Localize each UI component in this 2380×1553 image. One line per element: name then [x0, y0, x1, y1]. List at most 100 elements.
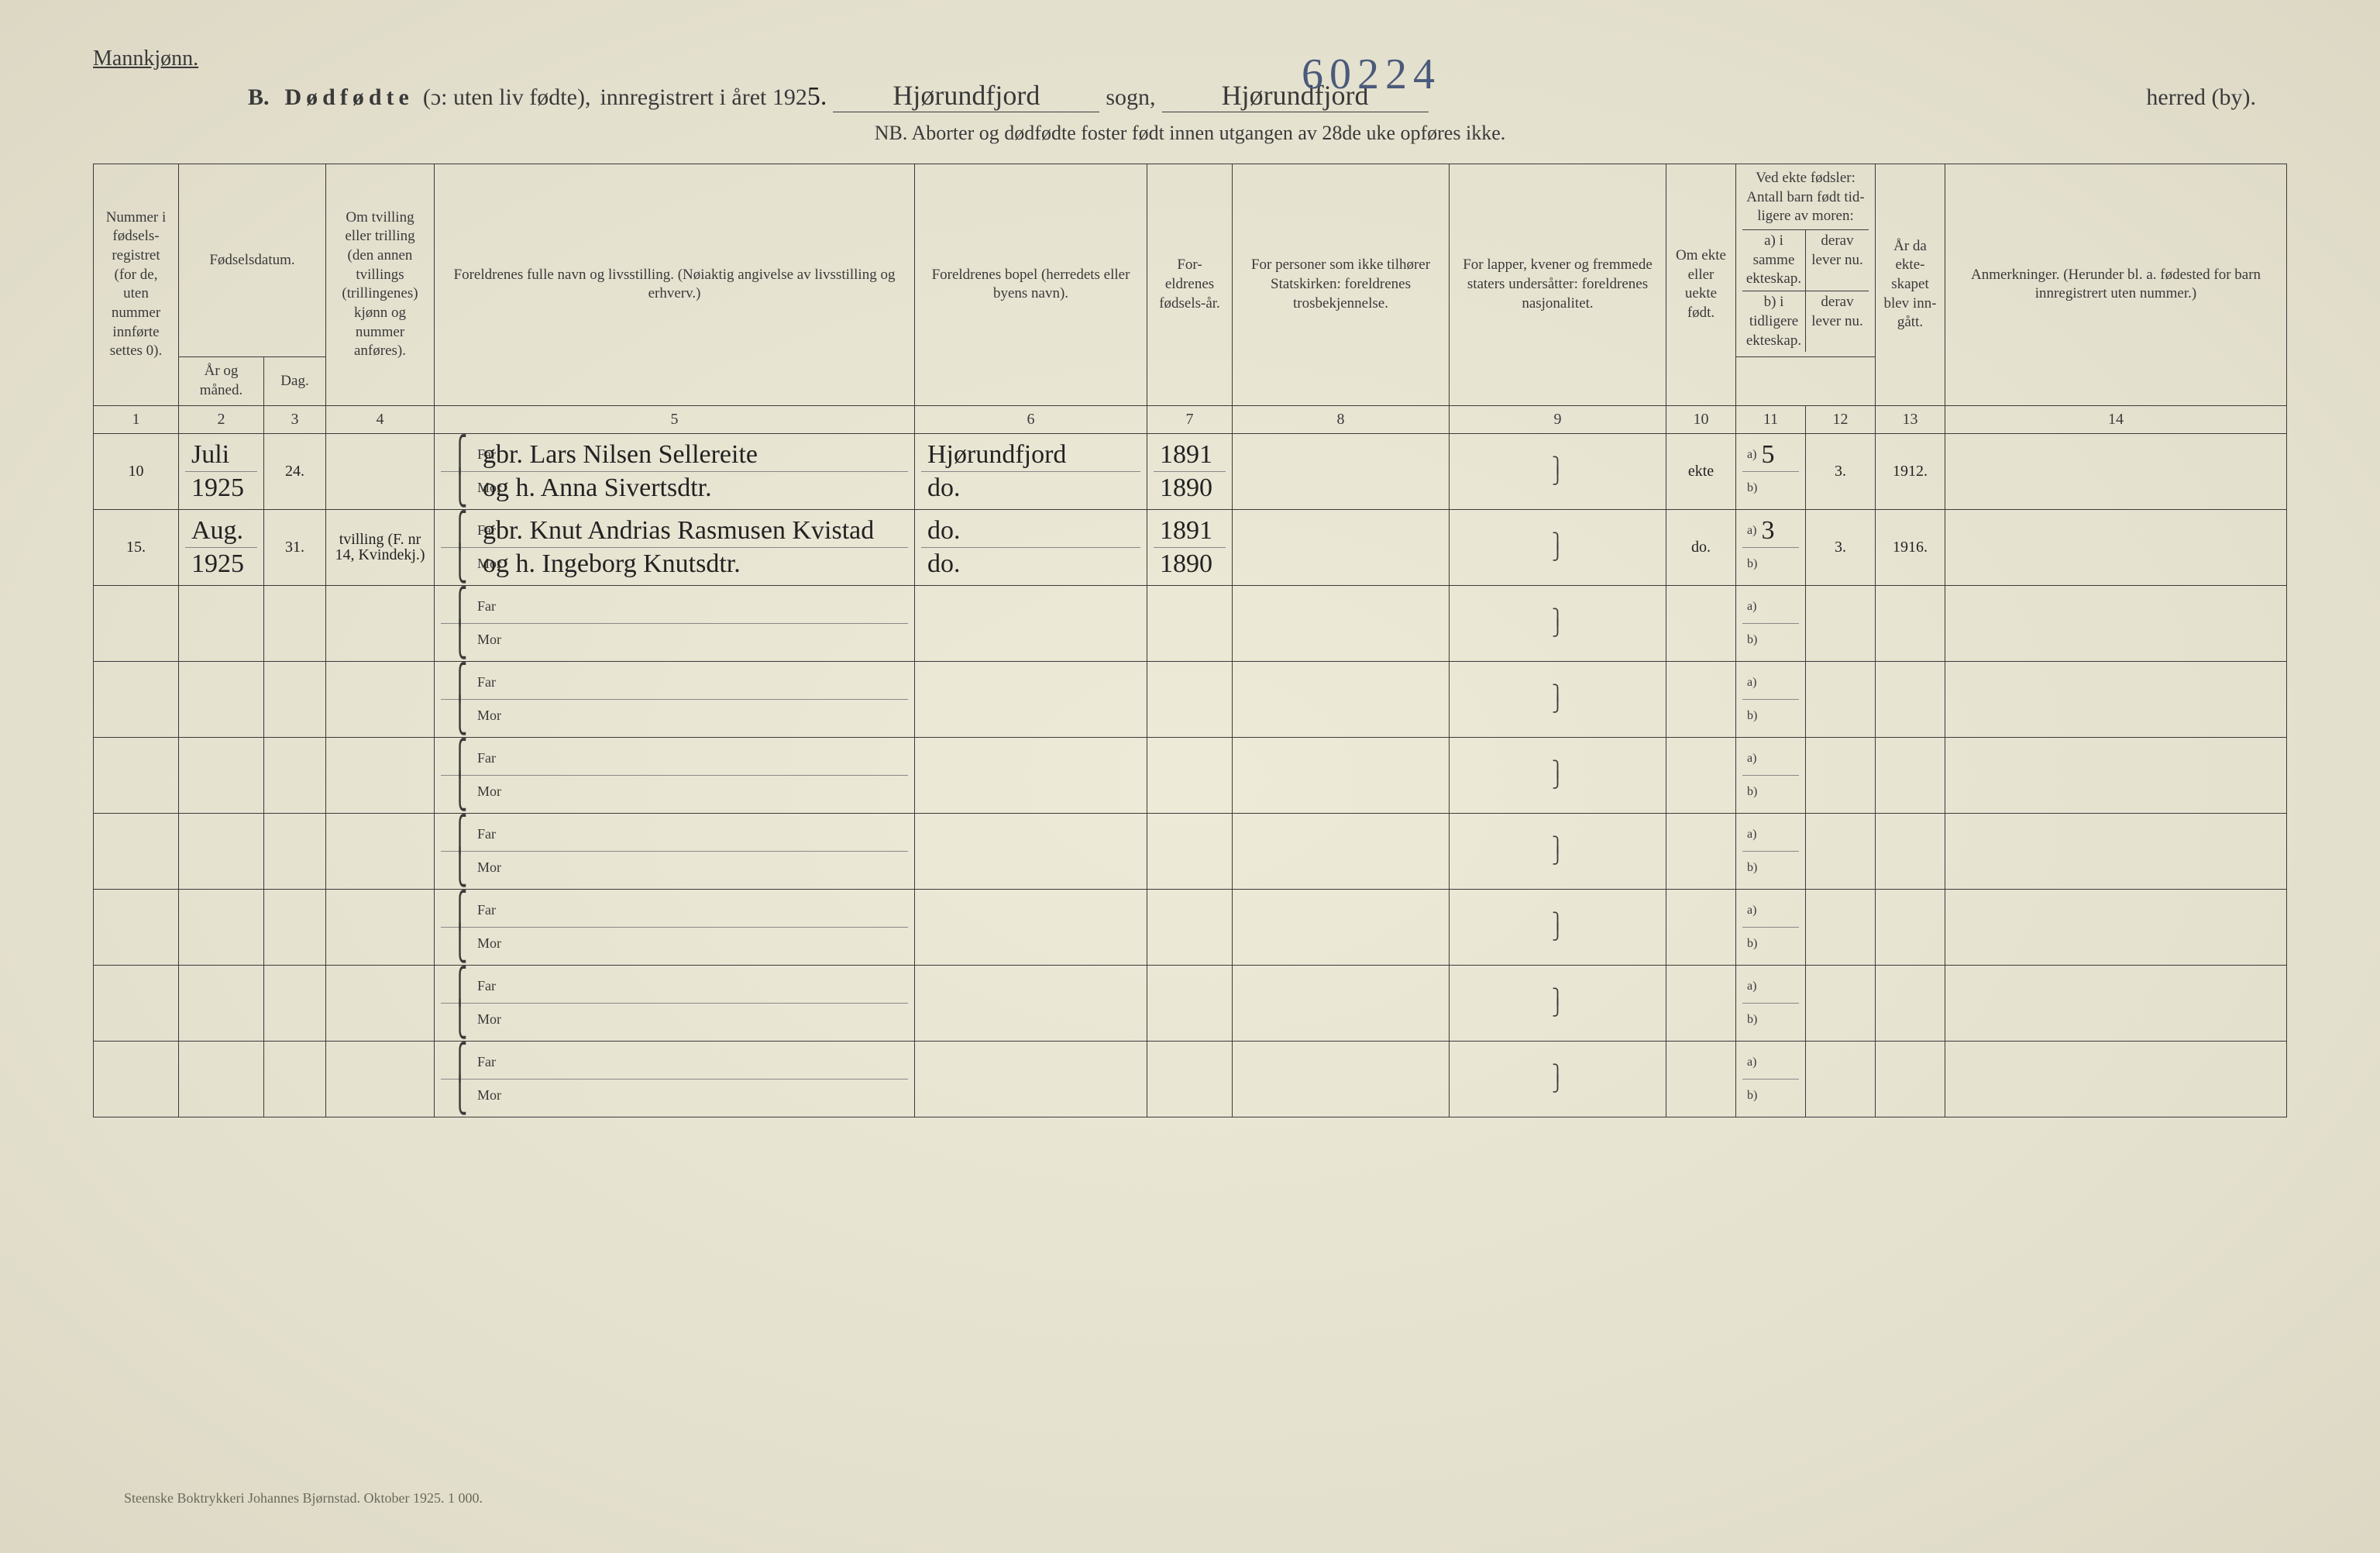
- entry-fyear: 1891 1890: [1147, 433, 1233, 509]
- entry-c8: [1233, 509, 1450, 585]
- register-table: Nummer i fødsels-registret (for de, uten…: [93, 164, 2287, 1117]
- cell: [326, 965, 435, 1041]
- cell: [326, 661, 435, 737]
- cell: [1806, 737, 1876, 813]
- cell: [1945, 889, 2287, 965]
- table-row: ⎧Far ⎩Mor ⎫⎭ a) b): [94, 661, 2287, 737]
- brace-cell: ⎫⎭: [1450, 813, 1666, 889]
- table-row: 15. Aug. 1925 31. tvilling (F. nr 14, Kv…: [94, 509, 2287, 585]
- entry-ab: a) b): [1736, 813, 1806, 889]
- entry-ab: a) b): [1736, 661, 1806, 737]
- cell: [1876, 965, 1945, 1041]
- cell: [326, 889, 435, 965]
- entry-bopel: Hjørundfjord do.: [915, 433, 1147, 509]
- cell: [1945, 965, 2287, 1041]
- cell: [1233, 661, 1450, 737]
- entry-ab: a) b): [1736, 889, 1806, 965]
- entry-c9-brace: ⎫⎭: [1450, 509, 1666, 585]
- table-row: ⎧Far ⎩Mor ⎫⎭ a) b): [94, 1041, 2287, 1117]
- cell: [94, 737, 179, 813]
- th-11-group-text: Ved ekte fødsler: Antall barn født tid-l…: [1742, 169, 1869, 226]
- colnum-10: 10: [1666, 405, 1736, 433]
- entry-parents: ⎧Fargbr. Lars Nilsen Sellereite ⎩Morog h…: [435, 433, 915, 509]
- title-main: Dødfødte: [285, 84, 414, 111]
- th-2a: År og måned.: [179, 357, 264, 405]
- cell: [264, 585, 326, 661]
- cell: [1806, 965, 1876, 1041]
- cell: [1806, 889, 1876, 965]
- cell: [1666, 585, 1736, 661]
- cell: [1876, 661, 1945, 737]
- cell: [326, 585, 435, 661]
- cell: [179, 889, 264, 965]
- cell: [1233, 889, 1450, 965]
- cell: [94, 1041, 179, 1117]
- colnum-4: 4: [326, 405, 435, 433]
- colnum-3: 3: [264, 405, 326, 433]
- brace-cell: ⎫⎭: [1450, 737, 1666, 813]
- cell: [179, 737, 264, 813]
- entry-parents: ⎧Far ⎩Mor: [435, 661, 915, 737]
- th-12b: derav lever nu.: [1806, 291, 1869, 352]
- cell: [179, 813, 264, 889]
- cell: [915, 813, 1147, 889]
- cell: [1806, 661, 1876, 737]
- entry-ekte: ekte: [1666, 433, 1736, 509]
- cell: [94, 813, 179, 889]
- th-4: Om tvilling eller trilling (den annen tv…: [326, 164, 435, 406]
- th-14: Anmerkninger. (Herunder bl. a. fødested …: [1945, 164, 2287, 406]
- th-6: Foreldrenes bopel (herredets eller byens…: [915, 164, 1147, 406]
- th-8: For personer som ikke tilhører Statskirk…: [1233, 164, 1450, 406]
- sogn-label: sogn,: [1106, 84, 1155, 111]
- cell: [915, 737, 1147, 813]
- cell: [179, 661, 264, 737]
- cell: [1147, 1041, 1233, 1117]
- cell: [179, 965, 264, 1041]
- entry-remarks: [1945, 509, 2287, 585]
- title-paren: (ɔ: uten liv fødte),: [423, 84, 591, 111]
- brace-cell: ⎫⎭: [1450, 965, 1666, 1041]
- cell: [1876, 737, 1945, 813]
- th-13: År da ekte-skapet blev inn-gått.: [1876, 164, 1945, 406]
- cell: [1945, 661, 2287, 737]
- colnum-7: 7: [1147, 405, 1233, 433]
- cell: [264, 813, 326, 889]
- entry-c8: [1233, 433, 1450, 509]
- th-11-group: Ved ekte fødsler: Antall barn født tid-l…: [1736, 164, 1876, 357]
- cell: [1876, 889, 1945, 965]
- cell: [1945, 585, 2287, 661]
- brace-cell: ⎫⎭: [1450, 661, 1666, 737]
- th-7: For-eldrenes fødsels-år.: [1147, 164, 1233, 406]
- th-11a: a) i samme ekteskap.: [1742, 230, 1806, 291]
- entry-ab: a) b): [1736, 585, 1806, 661]
- th-10: Om ekte eller uekte født.: [1666, 164, 1736, 406]
- entry-num: 10: [94, 433, 179, 509]
- cell: [915, 1041, 1147, 1117]
- entry-twin: tvilling (F. nr 14, Kvindekj.): [326, 509, 435, 585]
- printer-footer: Steenske Boktrykkeri Johannes Bjørnstad.…: [124, 1490, 483, 1507]
- entry-marriage: 1912.: [1876, 433, 1945, 509]
- cell: [94, 661, 179, 737]
- entry-parents: ⎧Far ⎩Mor: [435, 889, 915, 965]
- entry-parents: ⎧Far ⎩Mor: [435, 965, 915, 1041]
- cell: [1806, 585, 1876, 661]
- entry-parents: ⎧Fargbr. Knut Andrias Rasmusen Kvistad ⎩…: [435, 509, 915, 585]
- entry-num: 15.: [94, 509, 179, 585]
- cell: [1233, 813, 1450, 889]
- entry-ab: a) b): [1736, 737, 1806, 813]
- year-suffix: 5.: [807, 84, 827, 110]
- cell: [1945, 737, 2287, 813]
- table-row: ⎧Far ⎩Mor ⎫⎭ a) b): [94, 737, 2287, 813]
- title-row: B. Dødfødte (ɔ: uten liv fødte), innregi…: [93, 79, 2287, 112]
- cell: [1233, 1041, 1450, 1117]
- colnum-6: 6: [915, 405, 1147, 433]
- cell: [1666, 737, 1736, 813]
- table-row: 10 Juli 1925 24. ⎧Fargbr. Lars Nilsen Se…: [94, 433, 2287, 509]
- cell: [1147, 813, 1233, 889]
- entry-ab: a) b): [1736, 965, 1806, 1041]
- cell: [1233, 737, 1450, 813]
- brace-cell: ⎫⎭: [1450, 585, 1666, 661]
- entry-bopel: do. do.: [915, 509, 1147, 585]
- cell: [1666, 813, 1736, 889]
- entry-ekte: do.: [1666, 509, 1736, 585]
